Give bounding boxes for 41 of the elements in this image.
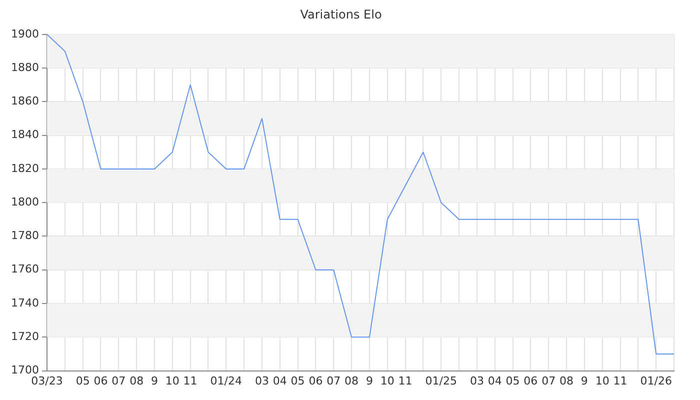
x-tick-label: 04 bbox=[488, 374, 502, 388]
x-tick-label: 08 bbox=[560, 374, 574, 388]
chart-title: Variations Elo bbox=[300, 7, 382, 22]
y-tick-label: 1900 bbox=[10, 27, 39, 40]
x-tick-label: 03 bbox=[470, 374, 484, 388]
x-tick-label: 01/26 bbox=[640, 374, 672, 388]
y-tick-label: 1760 bbox=[10, 262, 39, 276]
x-tick-label: 10 bbox=[165, 374, 180, 388]
x-tick-label: 08 bbox=[130, 374, 144, 388]
y-tick-label: 1840 bbox=[10, 128, 39, 142]
y-tick-label: 1880 bbox=[10, 60, 39, 74]
x-tick-label: 06 bbox=[524, 374, 538, 388]
y-tick-label: 1780 bbox=[10, 229, 39, 242]
x-tick-label: 9 bbox=[150, 374, 158, 388]
x-tick-label: 07 bbox=[112, 374, 126, 388]
x-tick-label: 07 bbox=[326, 374, 341, 388]
x-tick-label: 05 bbox=[506, 374, 520, 388]
x-tick-label: 11 bbox=[398, 374, 412, 388]
y-tick-label: 1700 bbox=[10, 364, 39, 377]
x-tick-label: 06 bbox=[308, 374, 323, 388]
y-tick-label: 1860 bbox=[10, 94, 39, 108]
x-tick-label: 07 bbox=[542, 374, 556, 388]
x-tick-label: 10 bbox=[595, 374, 610, 388]
x-tick-label: 01/25 bbox=[425, 374, 457, 388]
x-tick-label: 9 bbox=[366, 374, 373, 388]
x-tick-label: 04 bbox=[272, 374, 287, 388]
x-tick-label: 01/24 bbox=[210, 374, 242, 388]
x-tick-label: 05 bbox=[76, 374, 90, 388]
y-tick-label: 1800 bbox=[10, 195, 39, 208]
x-tick-label: 10 bbox=[380, 374, 394, 388]
y-tick-label: 1820 bbox=[10, 162, 39, 175]
y-tick-label: 1740 bbox=[10, 296, 39, 310]
x-tick-label: 03 bbox=[254, 374, 269, 388]
x-tick-label: 06 bbox=[94, 374, 108, 388]
x-tick-label: 11 bbox=[613, 374, 628, 388]
x-tick-label: 08 bbox=[344, 374, 359, 388]
x-tick-label: 05 bbox=[290, 374, 305, 388]
x-tick-label: 11 bbox=[183, 374, 198, 388]
y-tick-label: 1720 bbox=[10, 330, 39, 344]
x-tick-label: 03/23 bbox=[31, 374, 63, 388]
x-tick-label: 9 bbox=[580, 374, 588, 388]
